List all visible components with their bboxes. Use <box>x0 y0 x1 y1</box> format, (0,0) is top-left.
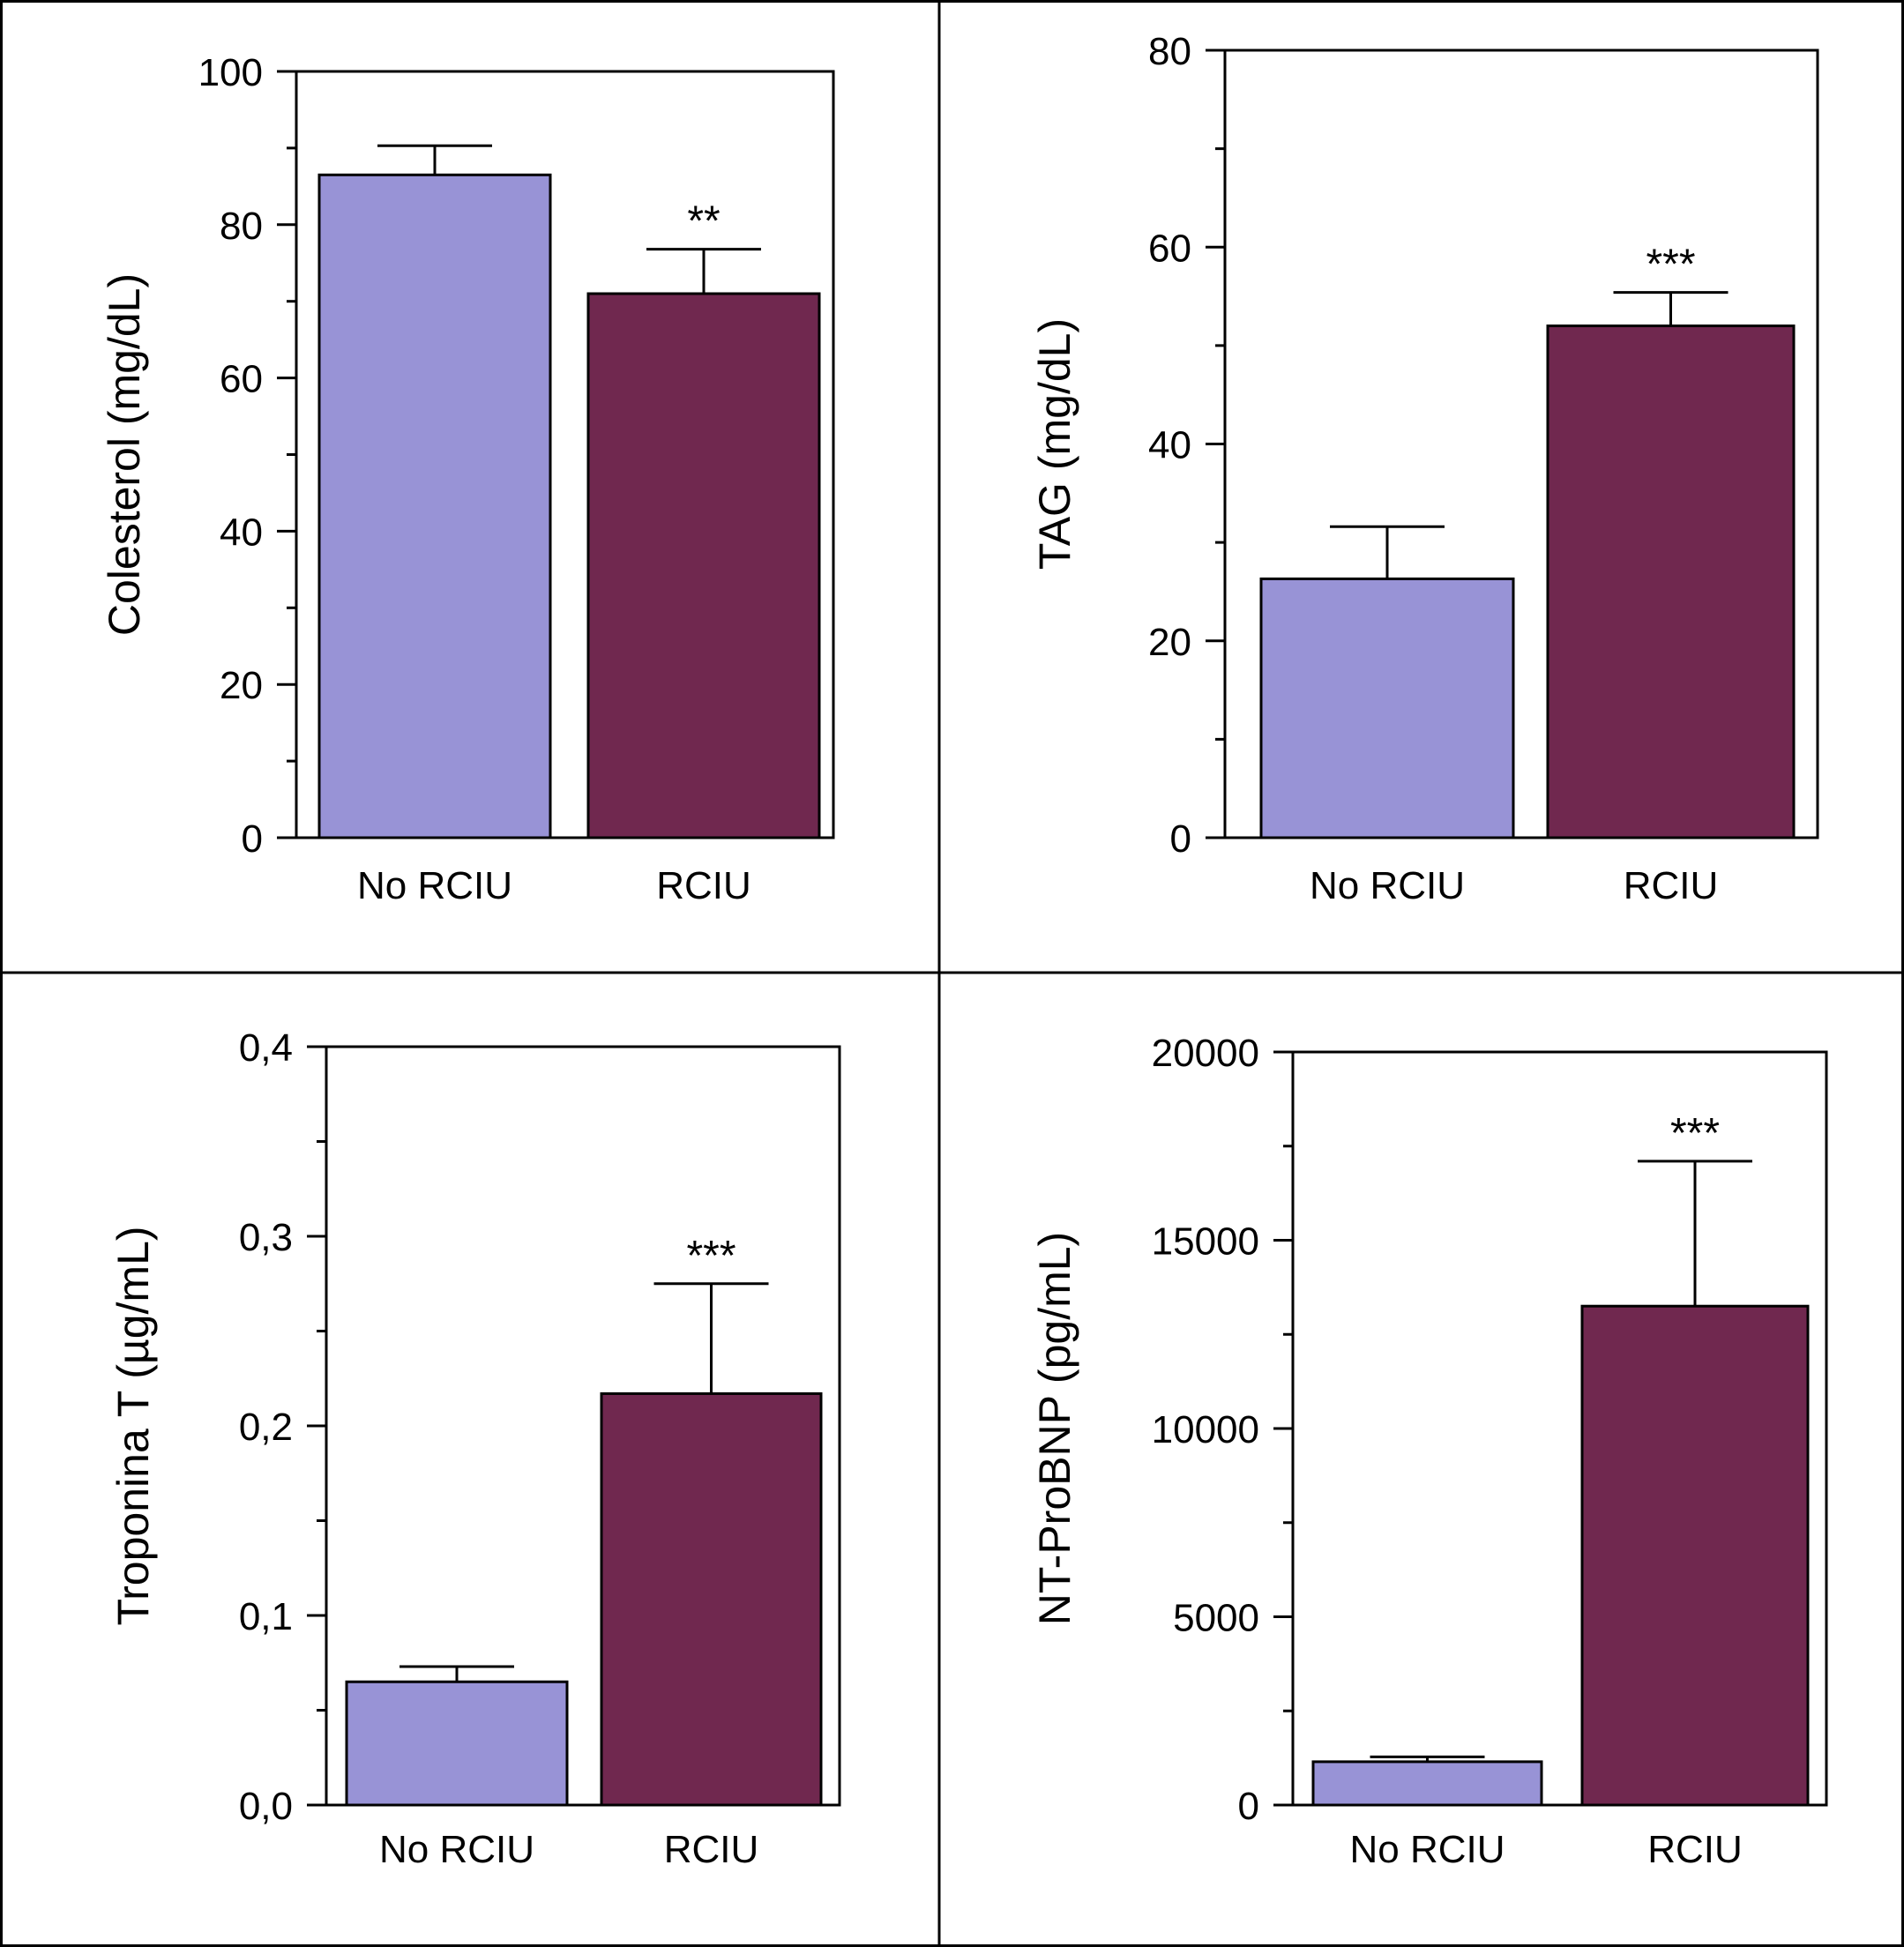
x-tick-label: RCIU <box>656 864 751 907</box>
bar <box>1546 324 1796 839</box>
y-tick-label: 80 <box>1148 30 1191 73</box>
chart-panel-3: No RCIU *** RCIU 0,0 0,1 0,2 0,3 0,4 Troponina T… <box>108 1026 841 1871</box>
y-tick-label: 10000 <box>1152 1408 1259 1451</box>
y-tick-label: 20000 <box>1152 1032 1259 1075</box>
y-tick-label: 0,1 <box>239 1595 293 1638</box>
y-axis-label: NT-ProBNP (pg/mL) <box>1030 1232 1079 1625</box>
significance-marker: *** <box>1646 242 1695 288</box>
y-tick-label: 40 <box>1148 424 1191 467</box>
x-tick-label: No RCIU <box>379 1828 534 1871</box>
y-tick-label: 0,4 <box>239 1026 293 1070</box>
bar <box>600 1391 823 1807</box>
y-tick-label: 15000 <box>1152 1220 1259 1264</box>
y-axis-label: Colesterol (mg/dL) <box>100 273 149 636</box>
y-tick-label: 0,0 <box>239 1785 293 1828</box>
x-tick-label: RCIU <box>1624 864 1719 907</box>
x-tick-label: No RCIU <box>1310 864 1465 907</box>
y-tick-label: 0,3 <box>239 1216 293 1259</box>
y-axis-label: Troponina T (µg/mL) <box>108 1226 158 1625</box>
x-tick-label: No RCIU <box>357 864 512 907</box>
x-tick-label: RCIU <box>664 1828 759 1871</box>
y-tick-label: 20 <box>1148 621 1191 664</box>
y-tick-label: 0,2 <box>239 1406 293 1449</box>
y-tick-label: 100 <box>198 51 263 94</box>
significance-marker: ** <box>687 198 720 245</box>
significance-marker: *** <box>686 1233 735 1279</box>
x-tick-label: RCIU <box>1647 1828 1743 1871</box>
y-tick-label: 0 <box>1238 1785 1259 1828</box>
bar <box>1580 1304 1810 1807</box>
y-tick-label: 0 <box>1170 817 1191 861</box>
bar <box>1259 577 1515 839</box>
significance-marker: *** <box>1670 1110 1720 1157</box>
y-tick-label: 5000 <box>1173 1597 1259 1640</box>
bar <box>317 173 552 839</box>
bar <box>1311 1760 1543 1807</box>
y-axis-label: TAG (mg/dL) <box>1030 318 1079 570</box>
bar <box>345 1680 569 1807</box>
chart-panel-1: No RCIU ** RCIU 0 20 40 60 80 100 Colesterol (mg/… <box>100 51 835 907</box>
chart-panel-4: No RCIU *** RCIU 0 5000 10000 15000 20000 NT-Pro… <box>1030 1032 1828 1871</box>
bar <box>586 292 821 839</box>
y-tick-label: 60 <box>1148 227 1191 270</box>
y-tick-label: 40 <box>220 511 263 554</box>
y-tick-label: 60 <box>220 358 263 401</box>
y-tick-label: 0 <box>242 817 263 861</box>
chart-panel-2: No RCIU *** RCIU 0 20 40 60 80 TAG (mg/dL) <box>1030 30 1819 907</box>
y-tick-label: 20 <box>220 664 263 707</box>
x-tick-label: No RCIU <box>1349 1828 1505 1871</box>
y-tick-label: 80 <box>220 205 263 248</box>
